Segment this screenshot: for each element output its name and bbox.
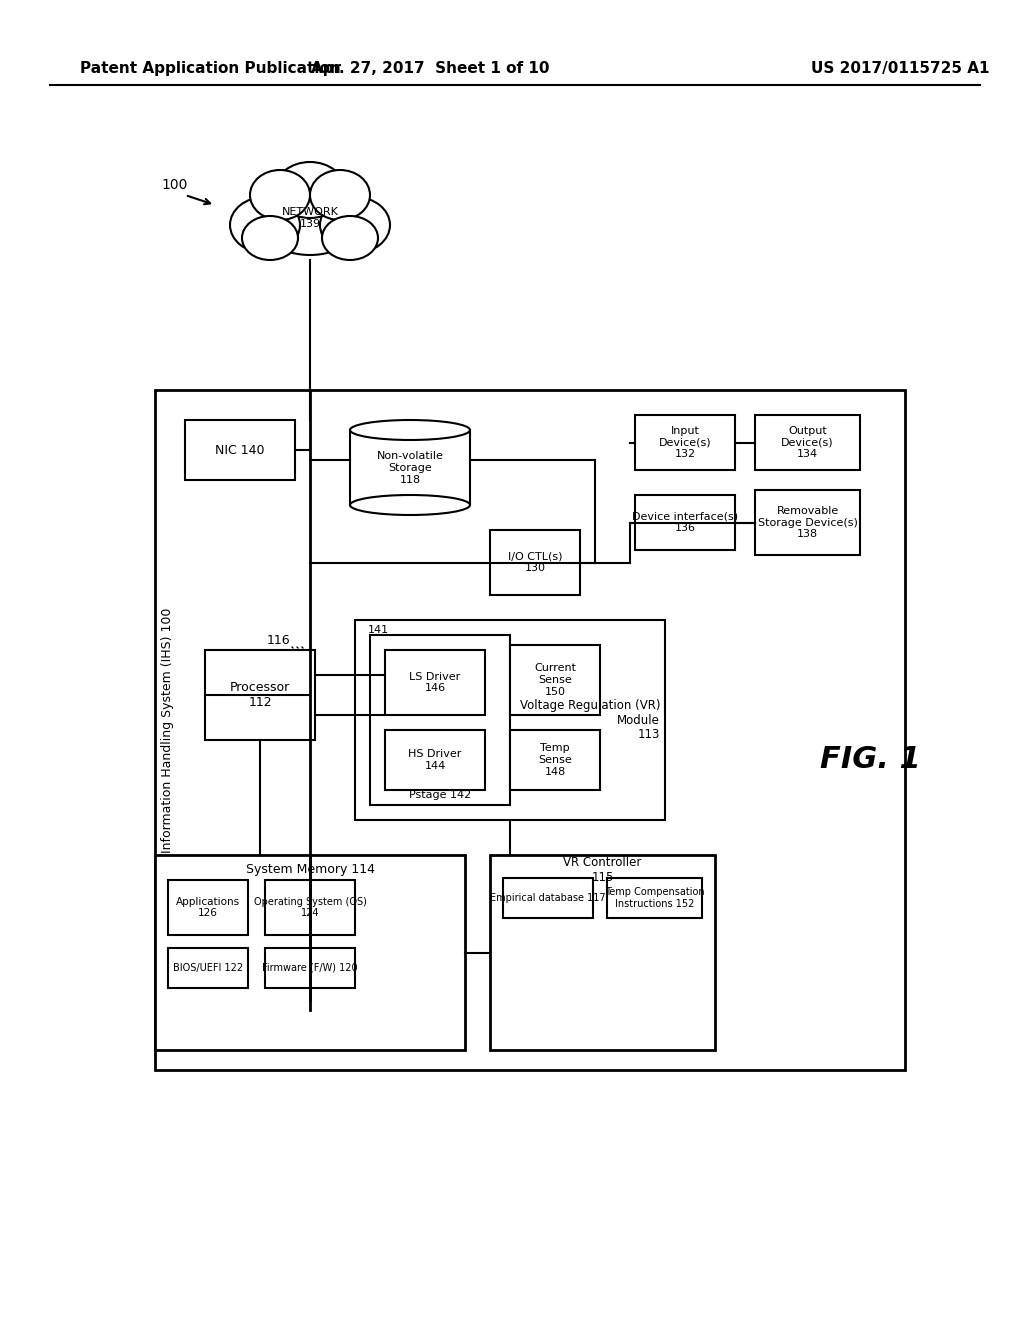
- FancyBboxPatch shape: [370, 635, 510, 805]
- Ellipse shape: [255, 176, 365, 255]
- FancyBboxPatch shape: [607, 878, 702, 917]
- Text: BIOS/UEFI 122: BIOS/UEFI 122: [173, 964, 243, 973]
- Ellipse shape: [350, 495, 470, 515]
- Text: Information Handling System (IHS) 100: Information Handling System (IHS) 100: [162, 607, 174, 853]
- Ellipse shape: [310, 170, 370, 220]
- Text: NIC 140: NIC 140: [215, 444, 265, 457]
- FancyBboxPatch shape: [355, 620, 665, 820]
- Text: Device interface(s)
136: Device interface(s) 136: [632, 512, 738, 533]
- FancyBboxPatch shape: [168, 880, 248, 935]
- Text: Operating System (OS)
124: Operating System (OS) 124: [254, 896, 367, 919]
- Text: Patent Application Publication: Patent Application Publication: [80, 61, 341, 75]
- FancyBboxPatch shape: [510, 645, 600, 715]
- FancyBboxPatch shape: [350, 430, 470, 506]
- Text: System Memory 114: System Memory 114: [246, 863, 375, 876]
- Text: FIG. 1: FIG. 1: [819, 746, 921, 775]
- Text: Non-volatile
Storage
118: Non-volatile Storage 118: [377, 451, 443, 484]
- Text: VR Controller
115: VR Controller 115: [563, 855, 642, 884]
- Ellipse shape: [275, 162, 345, 218]
- Ellipse shape: [242, 216, 298, 260]
- FancyBboxPatch shape: [185, 420, 295, 480]
- Text: Firmware (F/W) 120: Firmware (F/W) 120: [262, 964, 357, 973]
- Text: NETWORK
139: NETWORK 139: [282, 207, 339, 228]
- FancyBboxPatch shape: [155, 855, 465, 1049]
- FancyBboxPatch shape: [265, 948, 355, 987]
- Text: Apr. 27, 2017  Sheet 1 of 10: Apr. 27, 2017 Sheet 1 of 10: [310, 61, 549, 75]
- Text: Input
Device(s)
132: Input Device(s) 132: [658, 426, 712, 459]
- Text: Empirical database 117: Empirical database 117: [490, 894, 606, 903]
- FancyBboxPatch shape: [385, 730, 485, 789]
- Ellipse shape: [319, 197, 390, 253]
- FancyBboxPatch shape: [510, 730, 600, 789]
- Ellipse shape: [250, 170, 310, 220]
- Text: Processor
112: Processor 112: [229, 681, 290, 709]
- Ellipse shape: [350, 420, 470, 440]
- FancyBboxPatch shape: [503, 878, 593, 917]
- FancyBboxPatch shape: [155, 389, 905, 1071]
- FancyBboxPatch shape: [635, 495, 735, 550]
- Text: 100: 100: [162, 178, 188, 191]
- Text: Temp Compensation
Instructions 152: Temp Compensation Instructions 152: [605, 887, 705, 908]
- Ellipse shape: [230, 197, 300, 253]
- Text: Pstage 142: Pstage 142: [409, 789, 471, 800]
- FancyBboxPatch shape: [205, 649, 315, 741]
- Text: Applications
126: Applications 126: [176, 896, 240, 919]
- Text: Current
Sense
150: Current Sense 150: [534, 664, 575, 697]
- Text: HS Driver
144: HS Driver 144: [409, 750, 462, 771]
- FancyBboxPatch shape: [755, 490, 860, 554]
- FancyBboxPatch shape: [635, 414, 735, 470]
- Ellipse shape: [322, 216, 378, 260]
- Text: Temp
Sense
148: Temp Sense 148: [539, 743, 571, 776]
- Text: Output
Device(s)
134: Output Device(s) 134: [781, 426, 834, 459]
- Text: I/O CTL(s)
130: I/O CTL(s) 130: [508, 552, 562, 573]
- Text: Removable
Storage Device(s)
138: Removable Storage Device(s) 138: [758, 506, 857, 539]
- Text: 141: 141: [368, 624, 389, 635]
- Text: 116: 116: [266, 634, 290, 647]
- FancyBboxPatch shape: [490, 531, 580, 595]
- FancyBboxPatch shape: [168, 948, 248, 987]
- Text: Voltage Regulation (VR)
Module
113: Voltage Regulation (VR) Module 113: [519, 698, 660, 742]
- Text: LS Driver
146: LS Driver 146: [410, 672, 461, 693]
- FancyBboxPatch shape: [385, 649, 485, 715]
- Text: US 2017/0115725 A1: US 2017/0115725 A1: [811, 61, 989, 75]
- FancyBboxPatch shape: [755, 414, 860, 470]
- FancyBboxPatch shape: [490, 855, 715, 1049]
- FancyBboxPatch shape: [265, 880, 355, 935]
